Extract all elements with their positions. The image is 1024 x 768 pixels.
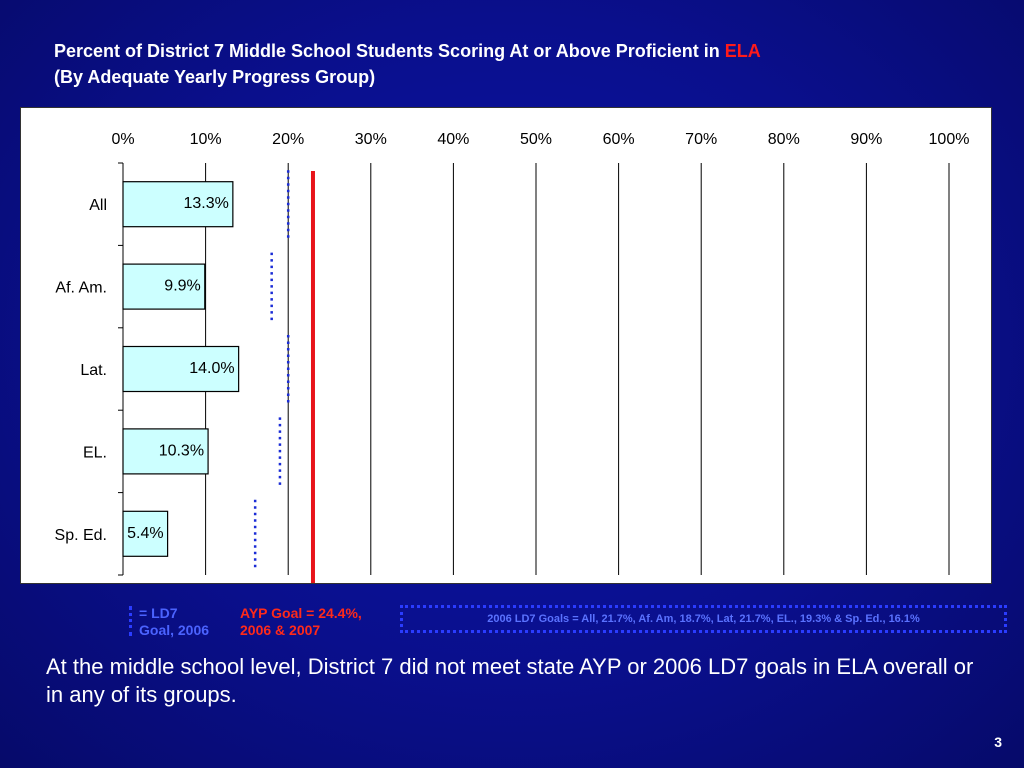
x-tick-label: 70% <box>685 131 717 148</box>
bar-chart: 0% 10% 20% 30% 40% 50% 60% 70% 80% 90% 100% All 13.3… <box>20 107 992 584</box>
bar-value-label: 14.0% <box>189 360 234 377</box>
x-tick-label: 80% <box>768 131 800 148</box>
slide-title: Percent of District 7 Middle School Stud… <box>54 38 994 90</box>
bar-value-label: 5.4% <box>127 525 163 542</box>
ayp-legend-line1: AYP Goal = 24.4%, <box>240 605 362 621</box>
x-tick-label: 10% <box>190 131 222 148</box>
bar-value-label: 13.3% <box>183 195 228 212</box>
x-tick-label: 20% <box>272 131 304 148</box>
title-line2: (By Adequate Yearly Progress Group) <box>54 67 376 87</box>
ld7-goal-legend: = LD7 Goal, 2006 <box>139 605 209 639</box>
x-tick-label: 60% <box>603 131 635 148</box>
page-number: 3 <box>994 734 1002 750</box>
ld7-legend-line1: = LD7 <box>139 605 178 621</box>
category-label: EL. <box>83 444 107 461</box>
x-tick-label: 30% <box>355 131 387 148</box>
category-label: Sp. Ed. <box>55 527 107 544</box>
title-subject-accent: ELA <box>724 41 761 61</box>
bar-value-label: 9.9% <box>164 278 200 295</box>
bar-chart-svg: 0% 10% 20% 30% 40% 50% 60% 70% 80% 90% 100% All 13.3… <box>55 131 970 583</box>
bar <box>122 510 169 557</box>
x-tick-label: 90% <box>850 131 882 148</box>
ayp-legend-line2: 2006 & 2007 <box>240 622 321 638</box>
x-tick-label: 50% <box>520 131 552 148</box>
summary-text: At the middle school level, District 7 d… <box>46 654 974 707</box>
x-tick-label: 100% <box>929 131 970 148</box>
bar <box>122 345 240 393</box>
bar <box>122 263 206 310</box>
title-line1: Percent of District 7 Middle School Stud… <box>54 41 761 61</box>
bar <box>122 428 209 475</box>
category-label: All <box>89 197 107 214</box>
bar <box>122 181 234 228</box>
x-tick-label: 40% <box>437 131 469 148</box>
ld7-goals-note: 2006 LD7 Goals = All, 21.7%, Af. Am, 18.… <box>400 605 1007 633</box>
bar-value-label: 10.3% <box>159 442 204 459</box>
ayp-goal-legend: AYP Goal = 24.4%, 2006 & 2007 <box>240 605 362 639</box>
category-label: Af. Am. <box>55 280 107 297</box>
category-label: Lat. <box>80 362 107 379</box>
ld7-legend-line2: Goal, 2006 <box>139 622 210 638</box>
ld7-goal-legend-swatch <box>129 606 138 636</box>
x-tick-label: 0% <box>111 131 134 148</box>
